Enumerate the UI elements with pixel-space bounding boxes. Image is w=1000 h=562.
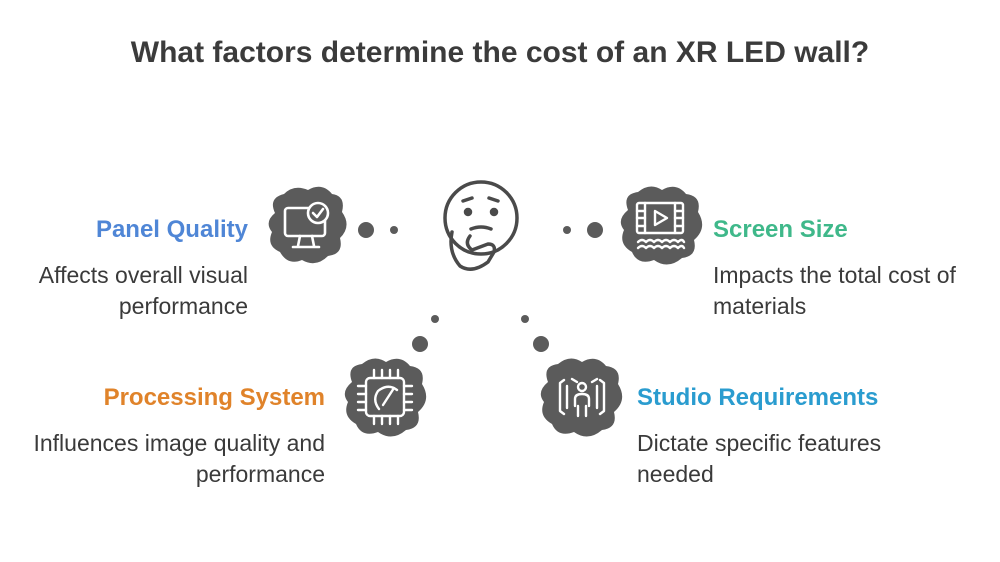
connector-dot [533,336,549,352]
processor-chip-icon [344,358,427,437]
connector-dot [390,226,398,234]
factor-processing-system-title: Processing System [103,384,325,411]
factor-processing-system-description: Influences image quality and performance [33,430,325,487]
connector-dot [521,315,529,323]
studio-stage-icon [540,358,623,437]
monitor-check-icon [268,186,347,264]
factor-studio-requirements-description: Dictate specific features needed [637,430,882,487]
film-screen-icon [620,186,703,265]
connector-dot [412,336,428,352]
connector-dot [563,226,571,234]
factor-screen-size-description: Impacts the total cost of materials [713,262,956,319]
factor-panel-quality-title: Panel Quality [95,216,248,243]
connector-dots [358,222,603,352]
connector-dot [587,222,603,238]
connector-dot [358,222,374,238]
factor-screen-size-title: Screen Size [713,216,848,243]
page-title: What factors determine the cost of an XR… [130,36,870,69]
factor-panel-quality-description: Affects overall visual performance [38,262,248,319]
factor-studio-requirements-title: Studio Requirements [637,384,879,411]
thinking-face-icon [443,180,519,271]
connector-dot [431,315,439,323]
